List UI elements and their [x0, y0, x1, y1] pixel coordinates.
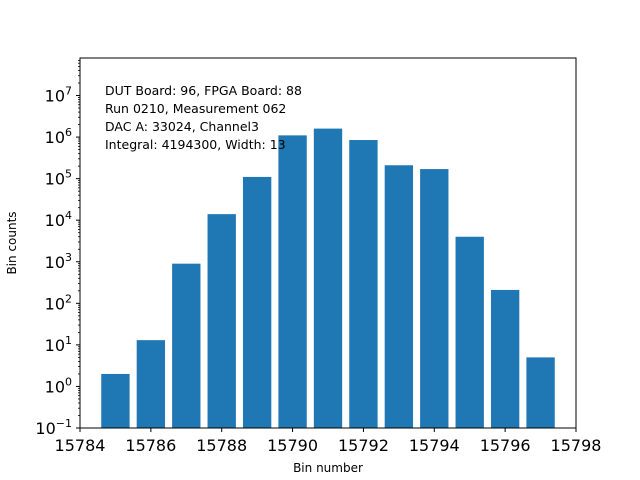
y-tick-exponent: 5 [65, 168, 72, 181]
y-tick-base: 10 [45, 377, 65, 396]
y-tick-label: 106 [45, 126, 72, 147]
y-tick-exponent: 1 [65, 334, 72, 347]
y-tick-exponent: 4 [65, 209, 72, 222]
y-axis-label: Bin counts [5, 211, 19, 274]
y-tick-label: 10−1 [35, 417, 72, 438]
bars-group [101, 128, 555, 429]
y-tick-base: 10 [45, 128, 65, 147]
x-axis-ticks: 15784 15786 15788 15790 15792 15794 15796 15798 [55, 428, 602, 455]
y-tick-base: 10 [45, 294, 65, 313]
y-tick-exponent: −1 [56, 417, 72, 430]
bar-15796 [490, 289, 520, 428]
y-tick-label: 104 [45, 209, 72, 230]
x-tick-label: 15796 [480, 436, 531, 455]
bar-15787 [172, 263, 201, 428]
bar-15788 [207, 214, 236, 428]
annotation-line-1: DUT Board: 96, FPGA Board: 88 [105, 83, 302, 98]
x-axis-label: Bin number [293, 461, 363, 475]
y-tick-exponent: 7 [65, 85, 72, 98]
x-tick-label: 15786 [125, 436, 176, 455]
bar-15786 [136, 340, 166, 428]
bar-15792 [349, 140, 378, 428]
y-tick-base: 10 [45, 336, 65, 355]
x-tick-label: 15794 [409, 436, 460, 455]
x-tick-label: 15790 [267, 436, 318, 455]
y-tick-exponent: 0 [65, 375, 72, 388]
y-tick-base: 10 [45, 170, 65, 189]
bar-15797 [526, 357, 555, 428]
bar-15791 [313, 128, 343, 429]
bar-15789 [242, 176, 272, 428]
bar-15795 [455, 236, 484, 428]
y-tick-base: 10 [45, 211, 65, 230]
y-tick-base: 10 [45, 87, 65, 106]
bar-15790 [278, 135, 307, 428]
y-tick-label: 105 [45, 168, 72, 189]
x-tick-label: 15798 [551, 436, 602, 455]
annotation-line-3: DAC A: 33024, Channel3 [105, 119, 259, 134]
plot-frame [79, 57, 577, 429]
y-tick-exponent: 6 [65, 126, 72, 139]
x-tick-label: 15784 [55, 436, 106, 455]
y-tick-label: 101 [45, 334, 72, 355]
y-tick-label: 102 [45, 292, 72, 313]
bar-15785 [101, 373, 130, 428]
bar-15793 [384, 165, 414, 428]
x-tick-label: 15788 [196, 436, 247, 455]
y-tick-exponent: 3 [65, 251, 72, 264]
annotation-block: DUT Board: 96, FPGA Board: 88 Run 0210, … [105, 83, 302, 152]
y-tick-exponent: 2 [65, 292, 72, 305]
annotation-line-2: Run 0210, Measurement 062 [105, 101, 286, 116]
y-tick-label: 100 [45, 375, 72, 396]
y-tick-base: 10 [45, 253, 65, 272]
annotation-line-4: Integral: 4194300, Width: 13 [105, 137, 286, 152]
x-tick-label: 15792 [338, 436, 389, 455]
bar-15794 [420, 169, 449, 428]
y-tick-label: 107 [45, 85, 72, 106]
y-tick-base: 10 [35, 419, 55, 438]
y-tick-label: 103 [45, 251, 72, 272]
